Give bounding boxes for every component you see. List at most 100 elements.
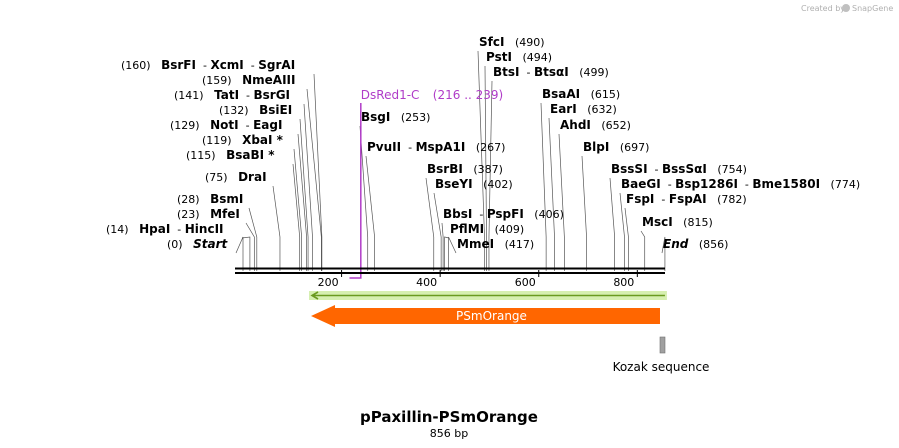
restriction-site[interactable]: BsaAI (615) (542, 87, 620, 101)
restriction-site-label[interactable]: BssSI - BssSαI (754) (611, 162, 747, 176)
restriction-site-label[interactable]: FspI - FspAI (782) (626, 192, 747, 206)
enzyme-name[interactable]: NmeAIII (242, 73, 295, 87)
enzyme-name[interactable]: DraI (238, 170, 266, 184)
enzyme-name[interactable]: BaeGI (621, 177, 661, 191)
restriction-site-label[interactable]: BbsI - PspFI (406) (443, 207, 564, 221)
restriction-site-label[interactable]: PstI (494) (486, 50, 552, 64)
restriction-site[interactable]: (28) BsmI (177, 192, 243, 206)
enzyme-name[interactable]: SgrAI (258, 58, 295, 72)
restriction-site-label[interactable]: End (856) (663, 237, 728, 251)
restriction-site[interactable]: PflMI (409) (450, 222, 524, 236)
enzyme-name[interactable]: PvuII (367, 140, 401, 154)
enzyme-name[interactable]: MfeI (210, 207, 240, 221)
enzyme-name[interactable]: PspFI (487, 207, 524, 221)
restriction-site-label[interactable]: (23) MfeI (177, 207, 240, 221)
restriction-site-label[interactable]: BtsI - BtsαI (499) (493, 65, 609, 79)
enzyme-name[interactable]: BsrGI (254, 88, 291, 102)
restriction-site[interactable]: (0) Start (167, 237, 228, 251)
enzyme-name[interactable]: MscI (642, 215, 673, 229)
restriction-site-label[interactable]: BlpI (697) (583, 140, 649, 154)
restriction-site[interactable]: PvuII - MspA1I (267) (367, 140, 505, 154)
enzyme-name[interactable]: HpaI (139, 222, 170, 236)
enzyme-name[interactable]: BsiEI (259, 103, 292, 117)
restriction-site-label[interactable]: (160) BsrFI - XcmI - SgrAI (121, 58, 295, 72)
enzyme-name[interactable]: BsrBI (427, 162, 463, 176)
restriction-site[interactable]: (23) MfeI (177, 207, 240, 221)
restriction-site-label[interactable]: BsaAI (615) (542, 87, 620, 101)
restriction-site-label[interactable]: (75) DraI (205, 170, 267, 184)
restriction-site[interactable]: (75) DraI (205, 170, 267, 184)
restriction-site[interactable]: FspI - FspAI (782) (626, 192, 747, 206)
enzyme-name[interactable]: End (663, 237, 689, 251)
restriction-site-label[interactable]: PvuII - MspA1I (267) (367, 140, 505, 154)
enzyme-name[interactable]: EarI (550, 102, 577, 116)
enzyme-name[interactable]: AhdI (560, 118, 591, 132)
restriction-site-label[interactable]: (119) XbaI * (202, 133, 284, 147)
primer-dsred1-c[interactable]: DsRed1-C (216 .. 239) (349, 88, 503, 279)
restriction-site[interactable]: BbsI - PspFI (406) (443, 207, 564, 221)
enzyme-name[interactable]: Bsp1286I (675, 177, 738, 191)
restriction-site-label[interactable]: PflMI (409) (450, 222, 524, 236)
restriction-site[interactable]: (129) NotI - EagI (170, 118, 282, 132)
enzyme-name[interactable]: BlpI (583, 140, 609, 154)
enzyme-name[interactable]: SfcI (479, 35, 504, 49)
primer-arrow[interactable] (349, 103, 362, 279)
restriction-site[interactable]: SfcI (490) (479, 35, 545, 49)
enzyme-name[interactable]: FspI (626, 192, 654, 206)
restriction-site[interactable]: (132) BsiEI (219, 103, 292, 117)
restriction-site-label[interactable]: (115) BsaBI * (186, 148, 275, 162)
primer-label[interactable]: DsRed1-C (361, 88, 420, 102)
restriction-site[interactable]: MscI (815) (642, 215, 713, 229)
enzyme-name[interactable]: MspA1I (416, 140, 466, 154)
restriction-site-label[interactable]: (129) NotI - EagI (170, 118, 282, 132)
restriction-site-label[interactable]: BaeGI - Bsp1286I - Bme1580I (774) (621, 177, 860, 191)
restriction-site[interactable]: BseYI (402) (435, 177, 513, 191)
restriction-site[interactable]: EarI (632) (550, 102, 617, 116)
orf-line[interactable] (310, 291, 665, 300)
restriction-site[interactable]: BsgI (253) (361, 110, 430, 124)
enzyme-name[interactable]: XcmI (210, 58, 243, 72)
restriction-site[interactable]: BtsI - BtsαI (499) (493, 65, 609, 79)
restriction-site-label[interactable]: AhdI (652) (560, 118, 631, 132)
enzyme-name[interactable]: BssSαI (662, 162, 707, 176)
restriction-site-label[interactable]: BseYI (402) (435, 177, 513, 191)
restriction-site[interactable]: (115) BsaBI * (186, 148, 275, 162)
enzyme-name[interactable]: BsrFI (161, 58, 196, 72)
enzyme-name[interactable]: FspAI (669, 192, 707, 206)
restriction-site-label[interactable]: MmeI (417) (457, 237, 534, 251)
enzyme-name[interactable]: PstI (486, 50, 512, 64)
orf-arrow[interactable] (309, 291, 667, 300)
restriction-site[interactable]: MmeI (417) (457, 237, 534, 251)
enzyme-name[interactable]: TatI (214, 88, 239, 102)
restriction-site[interactable]: (14) HpaI - HincII (106, 222, 224, 236)
restriction-site[interactable]: AhdI (652) (560, 118, 631, 132)
enzyme-name[interactable]: BssSI (611, 162, 648, 176)
enzyme-name[interactable]: PflMI (450, 222, 484, 236)
restriction-site[interactable]: (160) BsrFI - XcmI - SgrAI (121, 58, 295, 72)
enzyme-name[interactable]: Bme1580I (752, 177, 820, 191)
restriction-site[interactable]: BlpI (697) (583, 140, 649, 154)
enzyme-name[interactable]: BsmI (210, 192, 243, 206)
restriction-site-label[interactable]: SfcI (490) (479, 35, 545, 49)
restriction-site[interactable]: BssSI - BssSαI (754) (611, 162, 747, 176)
restriction-site[interactable]: (119) XbaI * (202, 133, 284, 147)
enzyme-name[interactable]: XbaI * (242, 133, 284, 147)
enzyme-name[interactable]: MmeI (457, 237, 494, 251)
enzyme-name[interactable]: BsaBI * (226, 148, 275, 162)
enzyme-name[interactable]: BbsI (443, 207, 472, 221)
restriction-site-label[interactable]: (14) HpaI - HincII (106, 222, 224, 236)
restriction-site-label[interactable]: BsrBI (387) (427, 162, 503, 176)
restriction-site-label[interactable]: (159) NmeAIII (202, 73, 295, 87)
feature-kozak[interactable]: Kozak sequence (613, 336, 710, 374)
enzyme-name[interactable]: NotI (210, 118, 239, 132)
restriction-site-label[interactable]: BsgI (253) (361, 110, 430, 124)
enzyme-name[interactable]: BsgI (361, 110, 390, 124)
restriction-site-label[interactable]: MscI (815) (642, 215, 713, 229)
restriction-site[interactable]: End (856) (663, 237, 728, 251)
restriction-site-label[interactable]: (28) BsmI (177, 192, 243, 206)
restriction-site[interactable]: BsrBI (387) (427, 162, 503, 176)
restriction-site-label[interactable]: (132) BsiEI (219, 103, 292, 117)
feature-arrow[interactable] (311, 305, 660, 327)
enzyme-name[interactable]: HincII (185, 222, 224, 236)
restriction-site-label[interactable]: (141) TatI - BsrGI (174, 88, 290, 102)
